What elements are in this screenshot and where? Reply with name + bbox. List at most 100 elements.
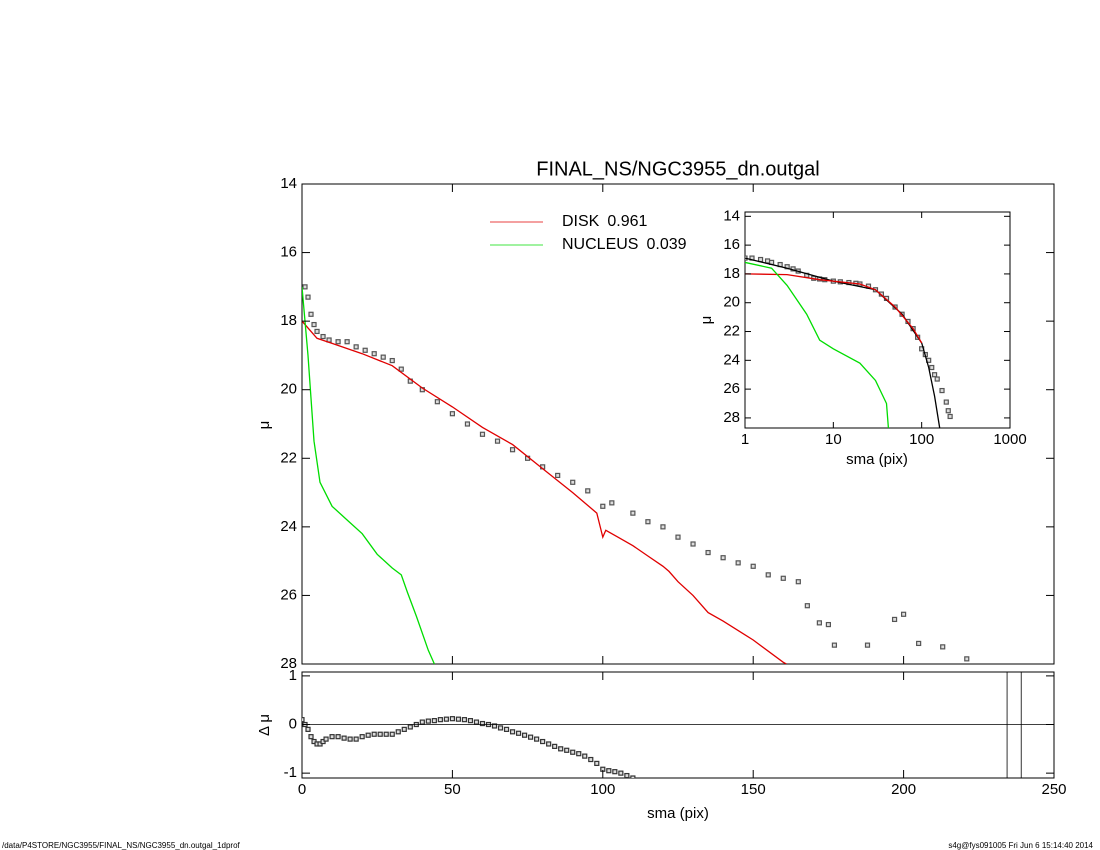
data-point <box>900 611 907 617</box>
data-point <box>816 620 822 626</box>
x-tick-label: 10 <box>825 431 842 448</box>
data-point <box>308 734 314 740</box>
data-point <box>311 321 317 328</box>
data-point <box>720 555 726 561</box>
data-point <box>509 729 516 735</box>
data-point <box>398 366 404 372</box>
data-point <box>353 344 359 350</box>
plot-frame <box>744 211 1011 429</box>
profile-line <box>745 273 923 344</box>
data-point <box>735 560 741 566</box>
legend-name: DISK <box>562 213 600 230</box>
data-point <box>612 769 618 775</box>
data-point <box>609 500 615 506</box>
data-point <box>570 479 576 485</box>
y-tick-label: 22 <box>723 322 740 339</box>
y-tick-label: 1 <box>289 667 297 684</box>
y-tick-label: 14 <box>280 175 297 192</box>
data-point <box>308 311 314 317</box>
data-point <box>353 736 359 742</box>
data-point <box>630 510 636 516</box>
data-point <box>383 731 389 737</box>
data-point <box>344 339 350 345</box>
data-point <box>576 751 582 757</box>
y-tick-label: 26 <box>280 586 297 603</box>
data-point <box>864 642 871 648</box>
data-point <box>449 411 455 417</box>
x-axis-label: sma (pix) <box>846 451 908 468</box>
footer-left: /data/P4STORE/NGC3955/FINAL_NS/NGC3955_d… <box>2 841 241 850</box>
data-point <box>395 729 401 735</box>
data-point <box>467 718 474 724</box>
x-tick-label: 100 <box>909 431 934 448</box>
data-point <box>555 472 561 479</box>
plot-area <box>302 284 970 664</box>
y-tick-label: 14 <box>723 207 740 224</box>
data-point <box>437 717 443 723</box>
data-point <box>329 734 335 740</box>
data-point <box>540 738 546 745</box>
data-point <box>455 716 462 722</box>
data-point <box>305 294 311 300</box>
data-point <box>509 447 516 453</box>
data-point <box>503 726 510 732</box>
data-point <box>780 575 786 581</box>
data-point <box>365 732 371 738</box>
data-point <box>389 357 395 364</box>
data-point <box>588 756 594 763</box>
y-tick-label: 20 <box>280 381 297 398</box>
y-tick-label: 24 <box>723 351 740 368</box>
data-point <box>389 731 395 737</box>
y-axis-label: μ <box>256 421 273 430</box>
x-axis-label: sma (pix) <box>647 805 709 822</box>
y-tick-label: 18 <box>280 312 297 329</box>
data-point <box>630 775 636 778</box>
data-point <box>302 717 305 723</box>
data-point <box>515 730 522 736</box>
data-point <box>831 642 838 648</box>
data-point <box>443 716 449 722</box>
data-point <box>764 258 771 264</box>
data-point <box>585 488 591 494</box>
data-point <box>804 603 810 609</box>
data-point <box>377 731 383 737</box>
data-point <box>407 724 413 730</box>
y-tick-label: 20 <box>723 294 740 311</box>
data-point <box>558 746 564 752</box>
y-axis-label: μ <box>698 316 715 325</box>
data-point <box>624 772 630 778</box>
data-point <box>335 339 341 345</box>
plot-area <box>302 716 636 778</box>
data-point <box>380 354 386 360</box>
data-point <box>320 333 326 340</box>
plot-frame <box>301 183 1055 665</box>
data-point <box>528 734 534 740</box>
y-tick-label: 18 <box>723 265 740 282</box>
x-tick-label: 150 <box>741 781 766 798</box>
legend-name: NUCLEUS <box>562 236 638 253</box>
x-tick-label: 50 <box>444 781 461 798</box>
data-point <box>600 503 606 509</box>
y-tick-label: 26 <box>723 380 740 397</box>
data-point <box>645 519 651 525</box>
y-tick-label: 0 <box>289 715 297 732</box>
data-point <box>660 524 666 530</box>
data-point <box>934 376 940 382</box>
data-point <box>497 725 504 731</box>
x-tick-label: 250 <box>1041 781 1066 798</box>
data-point <box>618 770 624 776</box>
data-point <box>371 731 377 737</box>
data-point <box>305 726 311 732</box>
chart-title: FINAL_NS/NGC3955_dn.outgal <box>536 158 820 180</box>
data-point <box>964 656 970 662</box>
data-point <box>479 431 486 437</box>
data-point <box>419 719 425 725</box>
data-point <box>473 719 480 725</box>
data-point <box>494 438 501 444</box>
profile-line <box>745 261 890 428</box>
data-point <box>690 541 696 547</box>
y-tick-label: 24 <box>280 518 297 535</box>
data-point <box>582 753 588 759</box>
data-point <box>302 284 308 290</box>
